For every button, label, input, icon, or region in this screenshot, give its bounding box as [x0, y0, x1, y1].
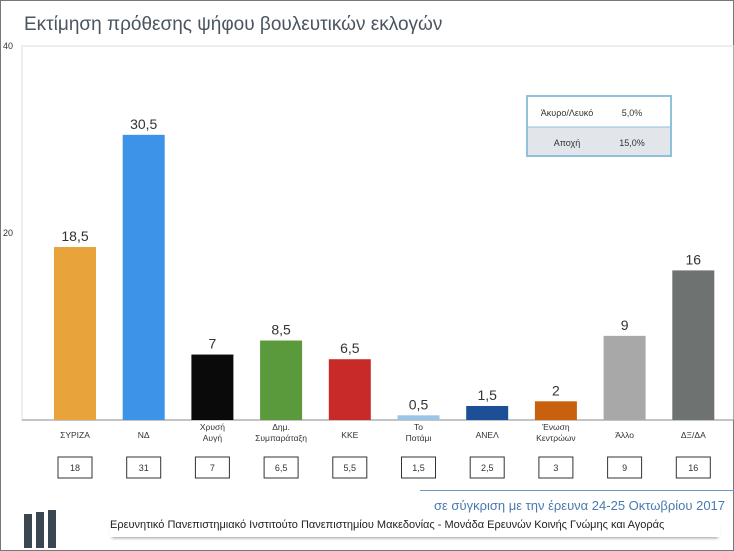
data-label: 2 [552, 382, 560, 398]
x-tick-label: ΔΞ/ΔΑ [681, 430, 706, 440]
data-label: 8,5 [271, 322, 291, 338]
bar [54, 247, 96, 420]
previous-value: 6,5 [275, 463, 288, 473]
x-tick-label: Ποτάμι [406, 433, 432, 443]
data-label: 7 [209, 336, 217, 352]
y-tick-label: 20 [3, 228, 13, 238]
previous-value-box [126, 456, 162, 479]
previous-value-box [332, 456, 368, 479]
previous-value: 16 [688, 463, 698, 473]
bar [191, 354, 234, 420]
divider [420, 490, 734, 491]
previous-value: 2,5 [481, 463, 494, 473]
previous-value-box [469, 456, 505, 479]
x-tick-label: Αυγή [203, 433, 223, 443]
x-tick-label: Κεντρώων [536, 433, 575, 443]
x-tick-label: ΚΚΕ [341, 430, 358, 440]
previous-value-box [194, 456, 230, 479]
previous-value-box [401, 456, 436, 479]
data-label: 16 [686, 251, 702, 267]
previous-value: 18 [70, 463, 80, 473]
data-label: 6,5 [340, 340, 360, 356]
previous-value-box [675, 456, 711, 479]
bar [260, 340, 303, 420]
previous-value-box [538, 456, 574, 479]
bar [466, 405, 509, 420]
footer: Ερευνητικό Πανεπιστημιακό Ινστιτούτο Παν… [110, 519, 720, 537]
previous-value: 5,5 [344, 463, 357, 473]
bar [397, 415, 440, 420]
previous-value: 3 [553, 463, 558, 473]
side-table-label: Αποχή [554, 138, 581, 148]
side-table-label: Άκυρο/Λευκό [541, 108, 593, 118]
x-tick-label: ΑΝΕΛ [476, 430, 499, 440]
previous-value: 31 [139, 463, 149, 473]
bar [328, 359, 371, 420]
x-tick-label: ΣΥΡΙΖΑ [60, 430, 90, 440]
bar [672, 270, 715, 420]
x-tick-label: ΝΔ [138, 430, 150, 440]
comparison-note: σε σύγκριση με την έρευνα 24-25 Οκτωβρίο… [434, 498, 726, 513]
side-table: Άκυρο/Λευκό 5,0% Αποχή 15,0% [526, 95, 672, 157]
y-tick-label: 40 [3, 41, 13, 51]
previous-value-box [263, 456, 299, 479]
x-tick-label: Άλλο [615, 430, 634, 440]
x-tick-label: Το [414, 422, 423, 432]
bar [603, 335, 646, 420]
logo [24, 510, 60, 548]
previous-value: 1,5 [412, 463, 425, 473]
previous-value-box [607, 456, 643, 479]
x-tick-label: Συμπαράταξη [255, 433, 307, 443]
data-label: 0,5 [409, 396, 429, 412]
side-table-value: 5,0% [622, 108, 643, 118]
side-table-value: 15,0% [619, 138, 645, 148]
chart-title: Εκτίμηση πρόθεσης ψήφου βουλευτικών εκλο… [24, 14, 443, 35]
x-tick-label: Δημ. [272, 422, 290, 432]
previous-value: 9 [622, 463, 627, 473]
previous-value: 7 [210, 463, 215, 473]
bar [122, 134, 165, 420]
data-label: 30,5 [130, 116, 157, 132]
data-label: 9 [621, 317, 629, 333]
x-tick-label: Ένωση [541, 422, 570, 432]
bar [534, 401, 577, 420]
previous-value-box [57, 456, 93, 479]
data-label: 1,5 [477, 387, 497, 403]
x-tick-label: Χρυσή [200, 422, 225, 432]
data-label: 18,5 [61, 228, 88, 244]
